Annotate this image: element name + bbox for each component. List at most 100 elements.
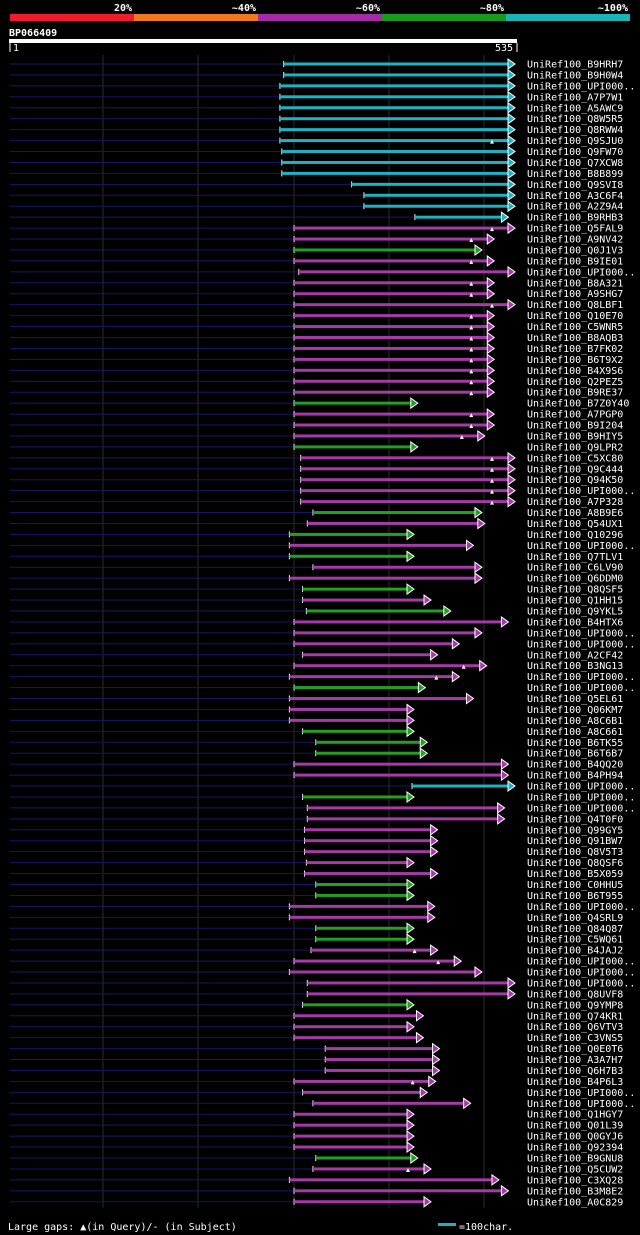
hit-label[interactable]: UniRef100_Q10E70 (527, 311, 623, 322)
hit-bar[interactable] (289, 543, 468, 547)
hit-label[interactable]: UniRef100_B6T955 (527, 891, 623, 902)
hit-label[interactable]: UniRef100_A8B9E6 (527, 508, 623, 519)
hit-label[interactable]: UniRef100_C6LV90 (527, 563, 623, 574)
hit-label[interactable]: UniRef100_UPI000.. (527, 672, 635, 683)
hit-bar[interactable] (302, 598, 425, 602)
hit-label[interactable]: UniRef100_UPI000.. (527, 683, 635, 694)
hit-bar[interactable] (294, 434, 479, 438)
hit-bar[interactable] (289, 707, 409, 711)
hit-label[interactable]: UniRef100_Q84Q87 (527, 924, 623, 935)
hit-bar[interactable] (283, 73, 509, 77)
hit-label[interactable]: UniRef100_C0HHU5 (527, 880, 623, 891)
hit-label[interactable]: UniRef100_Q06KM7 (527, 705, 623, 716)
hit-bar[interactable] (300, 456, 509, 460)
hit-bar[interactable] (294, 1200, 425, 1204)
hit-label[interactable]: UniRef100_Q92394 (527, 1143, 623, 1154)
hit-bar[interactable] (283, 62, 509, 66)
hit-label[interactable]: UniRef100_Q8V5T3 (527, 847, 623, 858)
hit-bar[interactable] (294, 445, 412, 449)
hit-bar[interactable] (363, 204, 509, 208)
hit-label[interactable]: UniRef100_A5AWC9 (527, 103, 623, 114)
hit-bar[interactable] (294, 1123, 409, 1127)
hit-label[interactable]: UniRef100_A8C661 (527, 727, 623, 738)
hit-bar[interactable] (289, 718, 409, 722)
hit-label[interactable]: UniRef100_Q9SJU0 (527, 136, 623, 147)
hit-label[interactable]: UniRef100_B8B899 (527, 169, 623, 180)
hit-label[interactable]: UniRef100_UPI000.. (527, 1088, 635, 1099)
hit-label[interactable]: UniRef100_A7P7W1 (527, 92, 623, 103)
hit-label[interactable]: UniRef100_UPI000.. (527, 957, 635, 968)
hit-bar[interactable] (289, 904, 429, 908)
hit-bar[interactable] (304, 839, 432, 843)
hit-bar[interactable] (294, 1189, 503, 1193)
hit-bar[interactable] (300, 467, 509, 471)
hit-bar[interactable] (302, 1003, 409, 1007)
hit-label[interactable]: UniRef100_Q7TLV1 (527, 552, 623, 563)
hit-label[interactable]: UniRef100_Q0GYJ6 (527, 1132, 623, 1143)
hit-bar[interactable] (306, 861, 409, 865)
hit-bar[interactable] (315, 740, 422, 744)
hit-label[interactable]: UniRef100_Q0E0T6 (527, 1044, 623, 1055)
hit-label[interactable]: UniRef100_B3NG13 (527, 661, 623, 672)
hit-label[interactable]: UniRef100_B9H0W4 (527, 70, 623, 81)
hit-label[interactable]: UniRef100_Q6VTV3 (527, 1022, 623, 1033)
hit-bar[interactable] (307, 992, 509, 996)
hit-bar[interactable] (315, 926, 409, 930)
hit-label[interactable]: UniRef100_UPI000.. (527, 968, 635, 979)
hit-label[interactable]: UniRef100_B5X059 (527, 869, 623, 880)
hit-label[interactable]: UniRef100_B7Z0Y40 (527, 399, 629, 410)
hit-label[interactable]: UniRef100_A8C6B1 (527, 716, 623, 727)
hit-label[interactable]: UniRef100_A9SHG7 (527, 289, 623, 300)
hit-label[interactable]: UniRef100_Q5EL61 (527, 694, 623, 705)
hit-label[interactable]: UniRef100_UPI000.. (527, 1099, 635, 1110)
hit-bar[interactable] (304, 828, 432, 832)
hit-label[interactable]: UniRef100_UPI000.. (527, 81, 635, 92)
hit-label[interactable]: UniRef100_B7FK02 (527, 344, 623, 355)
hit-label[interactable]: UniRef100_UPI000.. (527, 978, 635, 989)
hit-label[interactable]: UniRef100_UPI000.. (527, 628, 635, 639)
hit-label[interactable]: UniRef100_B9HRH7 (527, 60, 623, 71)
hit-label[interactable]: UniRef100_A3C6F4 (527, 191, 623, 202)
hit-bar[interactable] (294, 642, 454, 646)
hit-bar[interactable] (289, 697, 468, 701)
hit-bar[interactable] (363, 193, 509, 197)
hit-bar[interactable] (294, 336, 489, 339)
hit-bar[interactable] (294, 620, 503, 624)
hit-bar[interactable] (294, 226, 509, 230)
hit-label[interactable]: UniRef100_A9NV42 (527, 235, 623, 246)
hit-bar[interactable] (294, 357, 489, 361)
hit-label[interactable]: UniRef100_Q99GY5 (527, 825, 623, 836)
hit-bar[interactable] (294, 1134, 409, 1138)
hit-bar[interactable] (307, 981, 509, 985)
hit-bar[interactable] (294, 303, 509, 307)
hit-bar[interactable] (294, 423, 489, 427)
hit-bar[interactable] (311, 948, 432, 952)
hit-bar[interactable] (294, 325, 489, 329)
hit-label[interactable]: UniRef100_B6TK55 (527, 738, 623, 749)
hit-bar[interactable] (315, 893, 409, 897)
hit-label[interactable]: UniRef100_Q1HH15 (527, 596, 623, 607)
hit-label[interactable]: UniRef100_Q4SRL9 (527, 913, 623, 924)
hit-label[interactable]: UniRef100_UPI000.. (527, 782, 635, 793)
hit-label[interactable]: UniRef100_B9RHB3 (527, 213, 623, 224)
hit-bar[interactable] (351, 182, 509, 186)
hit-bar[interactable] (294, 1014, 418, 1018)
hit-bar[interactable] (294, 390, 489, 394)
hit-bar[interactable] (294, 248, 476, 252)
hit-bar[interactable] (315, 751, 422, 755)
hit-bar[interactable] (294, 959, 456, 963)
hit-bar[interactable] (281, 150, 509, 154)
hit-bar[interactable] (300, 489, 509, 493)
hit-bar[interactable] (325, 1068, 434, 1072)
hit-label[interactable]: UniRef100_B6T9X2 (527, 355, 623, 366)
hit-label[interactable]: UniRef100_UPI000.. (527, 803, 635, 814)
hit-bar[interactable] (306, 609, 445, 613)
hit-bar[interactable] (289, 1178, 493, 1182)
hit-bar[interactable] (304, 850, 432, 854)
hit-bar[interactable] (279, 106, 509, 110)
hit-bar[interactable] (294, 1079, 430, 1083)
hit-bar[interactable] (307, 806, 499, 810)
hit-bar[interactable] (294, 762, 503, 766)
hit-label[interactable]: UniRef100_Q2PEZ5 (527, 377, 623, 388)
hit-bar[interactable] (307, 817, 499, 821)
